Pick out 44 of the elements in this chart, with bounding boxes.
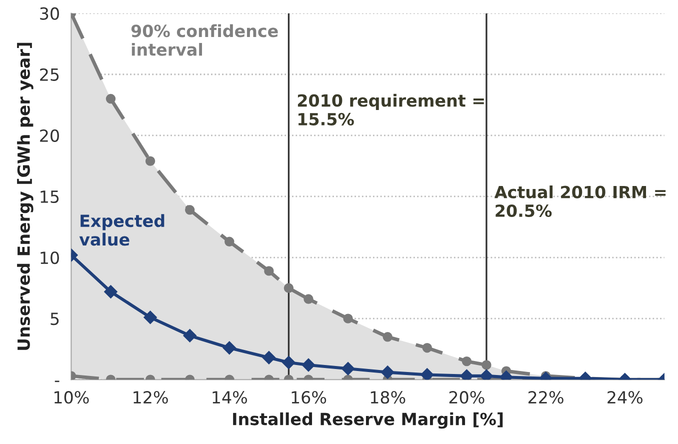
x-tick-label: 10% [54, 391, 89, 404]
point [302, 358, 316, 372]
ref-line-label: Actual 2010 IRM = 20.5% [494, 185, 666, 218]
point [284, 283, 294, 293]
point [145, 156, 156, 166]
x-tick-label: 24% [608, 391, 642, 404]
series-label: Expected value [79, 214, 164, 246]
y-tick-label: 30 [40, 7, 59, 20]
point [482, 360, 492, 370]
y-tick-label: 5 [50, 312, 59, 326]
point [422, 343, 432, 353]
point [304, 294, 314, 304]
point [183, 329, 196, 342]
annotation: 90% confidence interval [131, 24, 278, 56]
point [462, 356, 472, 366]
x-tick-label: 12% [134, 391, 168, 404]
point [343, 314, 353, 324]
ref-line-label: 2010 requirement = 15.5% [298, 94, 484, 126]
point [420, 368, 434, 380]
point [222, 341, 236, 354]
x-tick-label: 22% [528, 391, 564, 404]
point [144, 310, 157, 324]
y-axis-title: Unserved Energy [GWh per year] [17, 42, 34, 350]
point [224, 236, 234, 247]
point [480, 369, 494, 380]
point [382, 332, 392, 342]
x-tick-label: 18% [370, 391, 406, 404]
point [282, 356, 296, 370]
point [381, 366, 394, 379]
y-tick-label: 10 [40, 251, 59, 264]
point [184, 205, 195, 215]
x-tick-label: 16% [292, 391, 326, 404]
point [104, 285, 118, 298]
point [341, 362, 355, 376]
point [264, 266, 274, 276]
point [460, 369, 474, 380]
x-axis-title: Installed Reserve Margin [%] [233, 412, 503, 429]
x-tick-label: 14% [212, 391, 247, 404]
y-tick-label: 20 [40, 129, 59, 142]
y-tick-label: 15 [40, 190, 59, 204]
y-tick-label: 25 [40, 68, 59, 81]
point [262, 351, 276, 364]
x-tick-label: 20% [449, 391, 484, 404]
y-tick-label: - [54, 380, 60, 382]
